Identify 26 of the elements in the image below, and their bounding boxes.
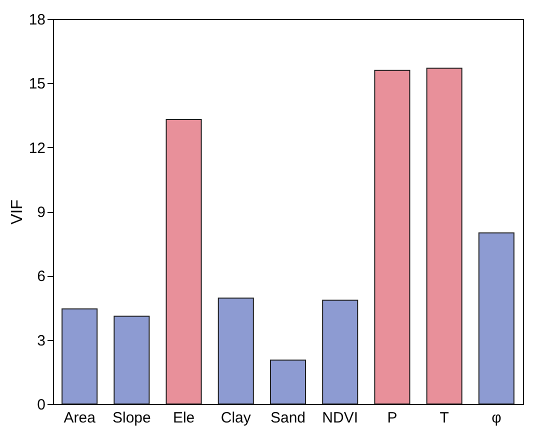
y-tick-label: 3 (37, 332, 46, 350)
x-tick-label: Clay (220, 410, 252, 426)
x-tick-label: φ (492, 410, 502, 426)
x-tick-label: Ele (172, 410, 195, 426)
y-axis-title: VIF (8, 199, 26, 224)
bar (374, 70, 410, 404)
bar (478, 232, 514, 404)
x-tick-label: T (440, 410, 449, 426)
x-tick-label: NDVI (322, 410, 358, 426)
x-tick-label: Sand (270, 410, 306, 426)
x-tick-label: Slope (112, 410, 151, 426)
x-tick-label: P (387, 410, 398, 426)
y-tick-label: 15 (28, 76, 46, 93)
y-tick-label: 9 (37, 204, 46, 221)
y-tick-label: 18 (28, 12, 46, 28)
y-tick-label: 12 (28, 140, 46, 157)
bar (426, 68, 462, 404)
bar (166, 119, 202, 404)
y-tick-label: 6 (37, 268, 46, 286)
bar (114, 316, 150, 404)
bar (218, 298, 254, 404)
bar (322, 300, 358, 404)
y-tick-label: 0 (37, 396, 46, 414)
bar (62, 308, 98, 404)
x-tick-label: Area (64, 410, 96, 426)
bar (270, 360, 306, 404)
